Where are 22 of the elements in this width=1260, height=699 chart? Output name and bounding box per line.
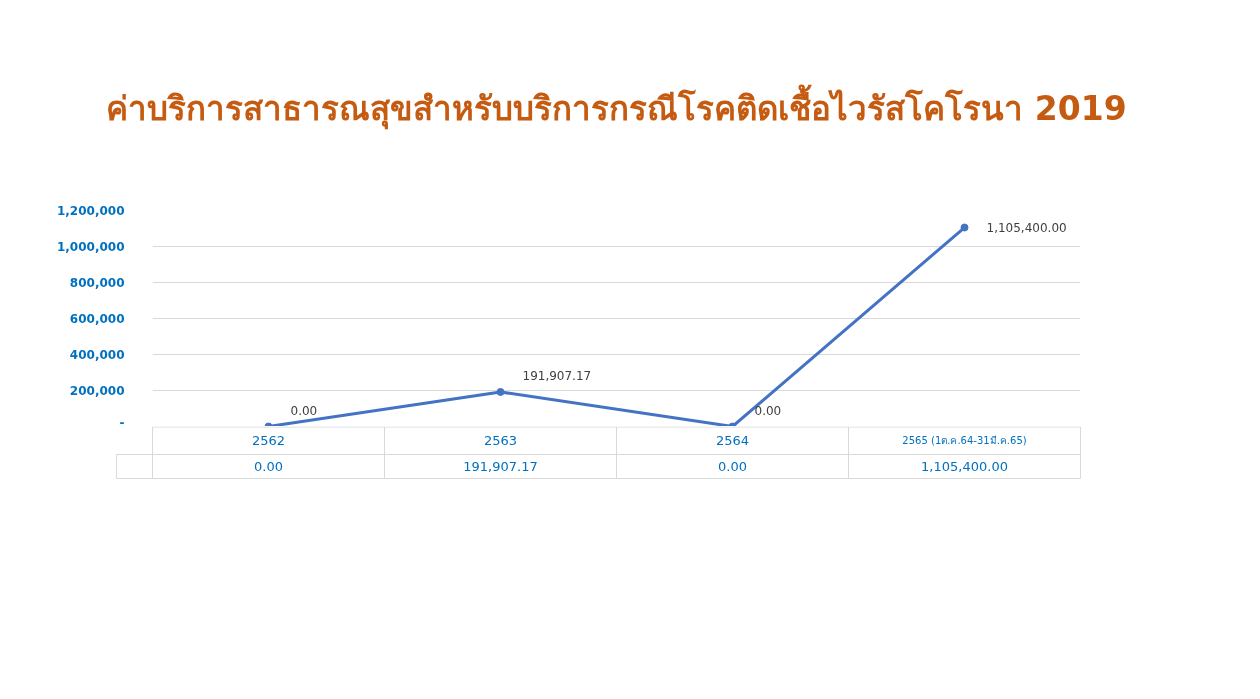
x-tick-label: 2562 bbox=[251, 433, 286, 448]
text: 1,105,400.00 bbox=[986, 221, 1067, 236]
chart-title: ค่าบริการสาธารณสุขสำหรับบริการกรณีโรคติดเชื้อไวรัสโคโรนา 2019 bbox=[106, 83, 1127, 130]
y-tick-label: 1,000,000 bbox=[56, 240, 125, 254]
data-label: 191,907.17 bbox=[463, 459, 538, 474]
text: 0.00 bbox=[754, 404, 782, 418]
point bbox=[960, 223, 969, 232]
y-tick-label: 400,000 bbox=[69, 348, 125, 362]
y-tick-label: 600,000 bbox=[69, 312, 125, 326]
data-label: 1,105,400.00 bbox=[921, 459, 1008, 474]
y-tick-label: 200,000 bbox=[69, 384, 125, 398]
x-tick-label: 2565 (1ต.ค.64-31มี.ค.65) bbox=[902, 435, 1027, 446]
point bbox=[496, 387, 505, 396]
data-label: 0.00 bbox=[254, 459, 283, 474]
text: 0.00 bbox=[290, 404, 318, 418]
y-tick-label: - bbox=[119, 415, 125, 430]
data-label: 0.00 bbox=[718, 459, 747, 474]
text: 191,907.17 bbox=[522, 369, 592, 384]
x-tick-label: 2564 bbox=[715, 433, 750, 448]
y-tick-label: 800,000 bbox=[69, 276, 125, 290]
x-tick-label: 2563 bbox=[483, 433, 518, 448]
y-tick-label: 1,200,000 bbox=[56, 204, 125, 218]
